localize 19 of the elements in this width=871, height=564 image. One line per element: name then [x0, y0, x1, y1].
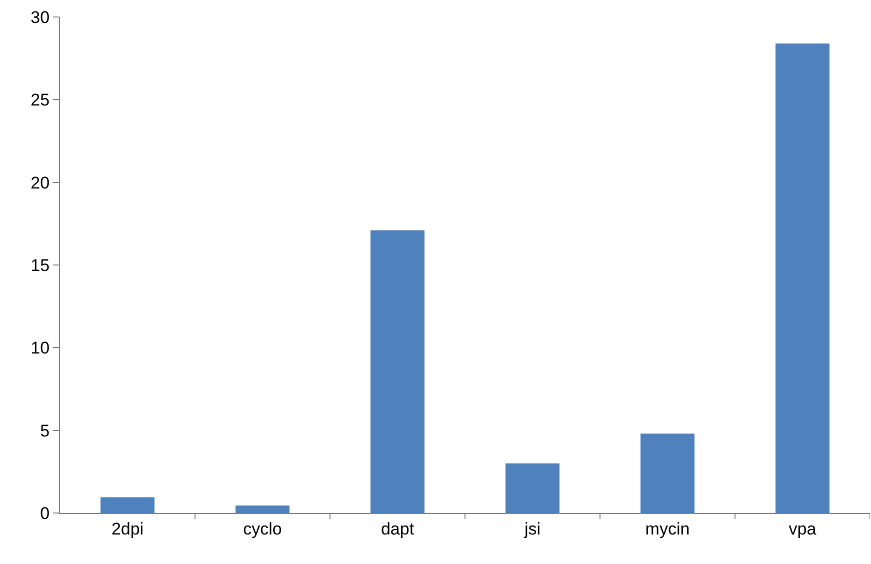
x-tick-label: dapt: [380, 519, 414, 538]
x-tick-label: mycin: [645, 519, 690, 538]
bar: [640, 434, 694, 513]
y-tick-label: 20: [30, 173, 50, 192]
x-tick-label: jsi: [523, 519, 541, 538]
bar: [236, 506, 290, 513]
y-tick-label: 30: [30, 8, 50, 27]
y-tick-label: 0: [40, 504, 50, 523]
y-tick-label: 5: [40, 421, 50, 440]
x-tick-label: 2dpi: [111, 519, 144, 538]
y-tick-label: 10: [30, 338, 50, 358]
x-tick-label: vpa: [788, 519, 817, 538]
bar: [506, 463, 560, 513]
bar: [370, 230, 424, 513]
x-tick-label: cyclo: [243, 519, 282, 538]
y-tick-label: 25: [30, 90, 50, 110]
bar: [100, 497, 154, 513]
y-tick-label: 15: [30, 256, 50, 275]
bar: [776, 43, 830, 513]
